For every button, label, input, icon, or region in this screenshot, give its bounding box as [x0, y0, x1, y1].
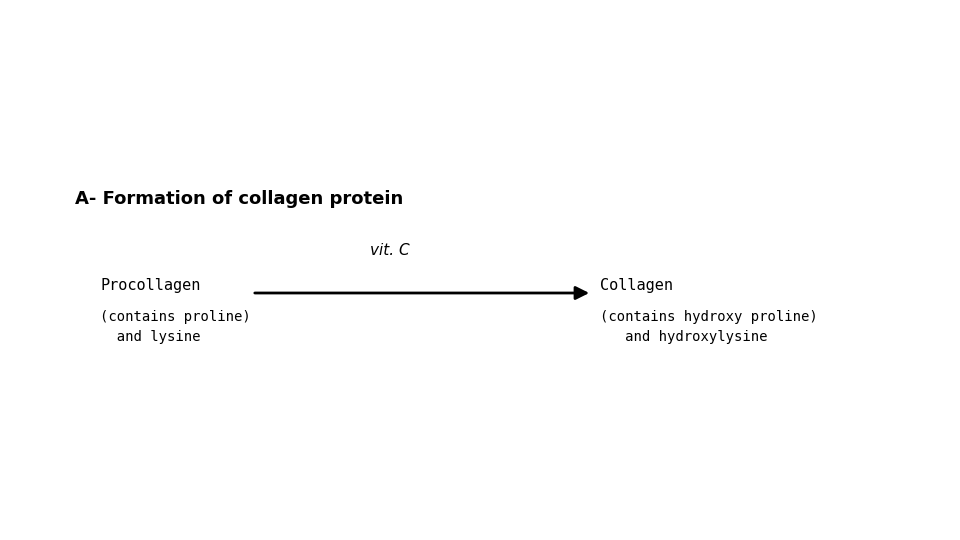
Text: vit. C: vit. C: [370, 243, 410, 258]
Text: Collagen: Collagen: [600, 278, 673, 293]
Text: (contains proline): (contains proline): [100, 310, 251, 324]
Text: (contains hydroxy proline): (contains hydroxy proline): [600, 310, 818, 324]
Text: and lysine: and lysine: [100, 330, 201, 344]
Text: A- Formation of collagen protein: A- Formation of collagen protein: [75, 190, 403, 208]
Text: Procollagen: Procollagen: [100, 278, 201, 293]
Text: and hydroxylysine: and hydroxylysine: [600, 330, 767, 344]
